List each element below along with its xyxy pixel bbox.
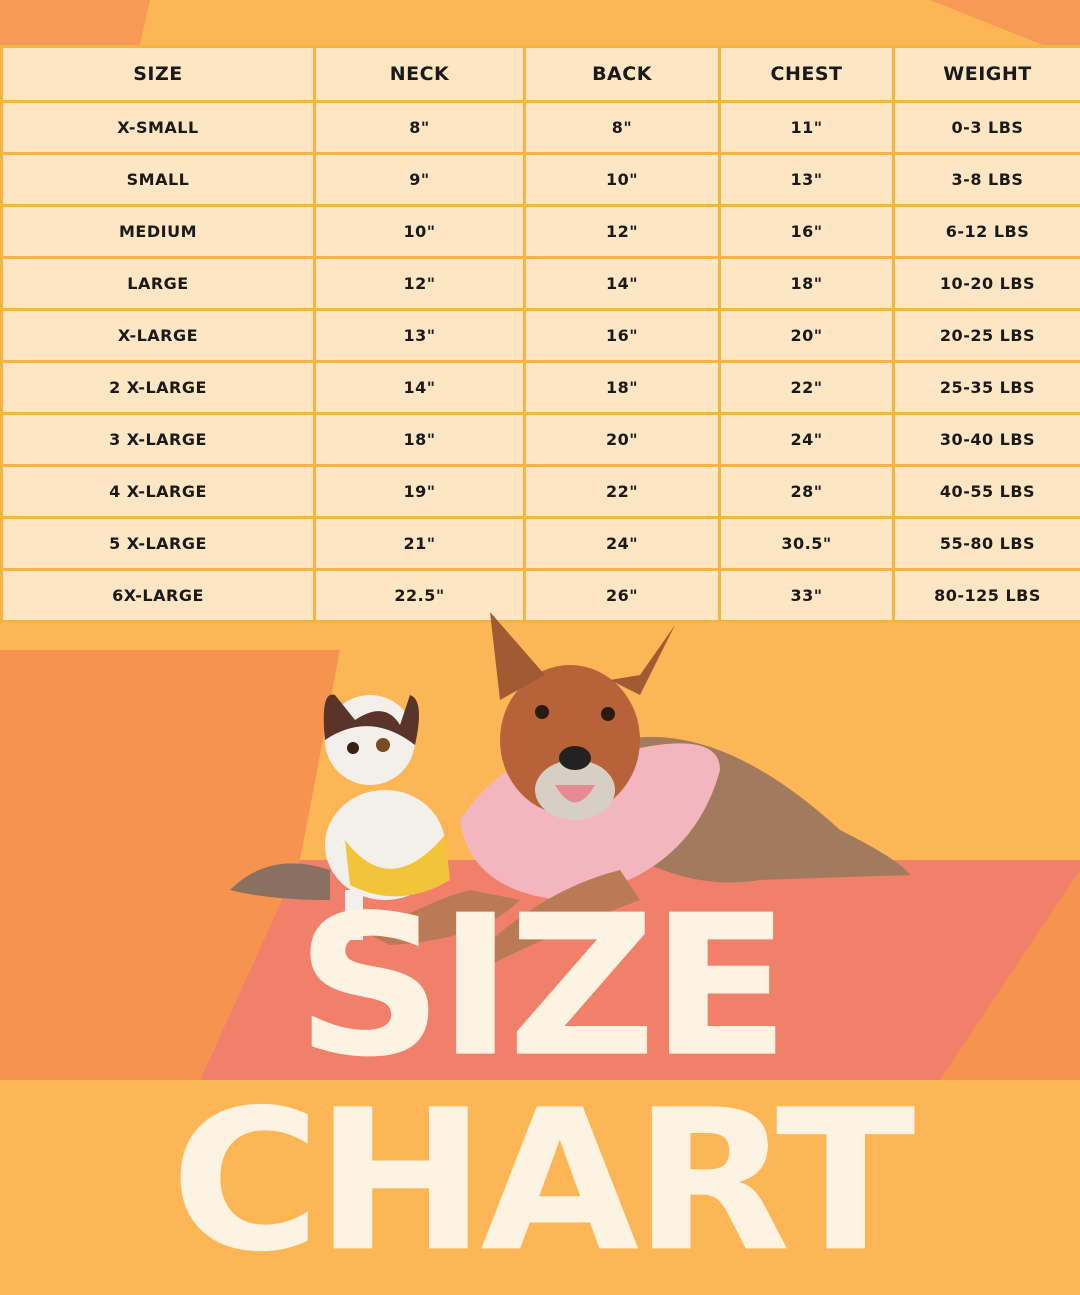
cell-neck: 14" [315,362,525,414]
cell-back: 8" [525,102,720,154]
cell-chest: 20" [720,310,894,362]
cell-neck: 8" [315,102,525,154]
cell-back: 10" [525,154,720,206]
cell-back: 20" [525,414,720,466]
cell-neck: 10" [315,206,525,258]
cell-weight: 0-3 LBS [894,102,1080,154]
cell-back: 14" [525,258,720,310]
cell-size: X-LARGE [2,310,315,362]
cell-size: 2 X-LARGE [2,362,315,414]
column-header-chest: CHEST [720,47,894,102]
cell-size: MEDIUM [2,206,315,258]
column-header-neck: NECK [315,47,525,102]
cell-size: 5 X-LARGE [2,518,315,570]
cell-weight: 25-35 LBS [894,362,1080,414]
cell-chest: 28" [720,466,894,518]
cell-chest: 24" [720,414,894,466]
cell-chest: 22" [720,362,894,414]
column-header-weight: WEIGHT [894,47,1080,102]
cell-chest: 18" [720,258,894,310]
cell-chest: 16" [720,206,894,258]
cell-back: 24" [525,518,720,570]
cell-size: X-SMALL [2,102,315,154]
cell-neck: 21" [315,518,525,570]
cell-neck: 12" [315,258,525,310]
cell-size: LARGE [2,258,315,310]
cell-neck: 13" [315,310,525,362]
cell-weight: 6-12 LBS [894,206,1080,258]
cell-back: 18" [525,362,720,414]
cell-weight: 40-55 LBS [894,466,1080,518]
column-header-back: BACK [525,47,720,102]
size-chart-title: SIZE CHART [0,890,1080,1280]
cell-weight: 55-80 LBS [894,518,1080,570]
cell-back: 12" [525,206,720,258]
cell-chest: 13" [720,154,894,206]
column-header-size: SIZE [2,47,315,102]
cell-chest: 30.5" [720,518,894,570]
cell-neck: 18" [315,414,525,466]
cell-weight: 10-20 LBS [894,258,1080,310]
cell-neck: 9" [315,154,525,206]
cell-neck: 19" [315,466,525,518]
cell-back: 16" [525,310,720,362]
cell-chest: 11" [720,102,894,154]
cell-size: SMALL [2,154,315,206]
cell-size: 4 X-LARGE [2,466,315,518]
cell-weight: 3-8 LBS [894,154,1080,206]
cell-back: 22" [525,466,720,518]
cell-size: 3 X-LARGE [2,414,315,466]
cell-weight: 30-40 LBS [894,414,1080,466]
cell-weight: 20-25 LBS [894,310,1080,362]
